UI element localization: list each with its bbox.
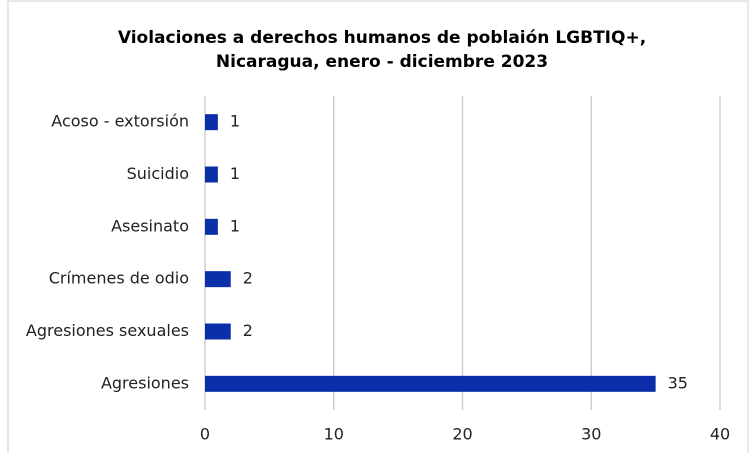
x-tick-label: 0 — [200, 425, 210, 444]
y-tick-label: Acoso - extorsión — [51, 112, 189, 131]
bar — [205, 375, 656, 392]
chart-title: Nicaragua, enero - diciembre 2023 — [216, 52, 548, 72]
data-label: 2 — [243, 269, 253, 288]
y-tick-label: Suicidio — [127, 164, 189, 183]
y-tick-label: Agresiones — [101, 373, 189, 392]
y-tick-label: Agresiones sexuales — [26, 321, 189, 340]
data-label: 1 — [230, 112, 240, 131]
bar — [205, 271, 231, 288]
chart-title: Violaciones a derechos humanos de poblai… — [118, 28, 646, 48]
bar — [205, 166, 218, 183]
x-tick-label: 10 — [324, 425, 344, 444]
chart-frame — [7, 0, 749, 453]
bar — [205, 218, 218, 235]
data-label: 2 — [243, 321, 253, 340]
x-tick-label: 20 — [452, 425, 472, 444]
x-tick-label: 40 — [710, 425, 730, 444]
data-label: 35 — [668, 373, 688, 392]
y-tick-label: Asesinato — [111, 216, 189, 235]
y-tick-label: Crímenes de odio — [49, 269, 189, 288]
data-label: 1 — [230, 164, 240, 183]
x-tick-label: 30 — [581, 425, 601, 444]
bar — [205, 114, 218, 131]
bar — [205, 323, 231, 340]
data-label: 1 — [230, 216, 240, 235]
